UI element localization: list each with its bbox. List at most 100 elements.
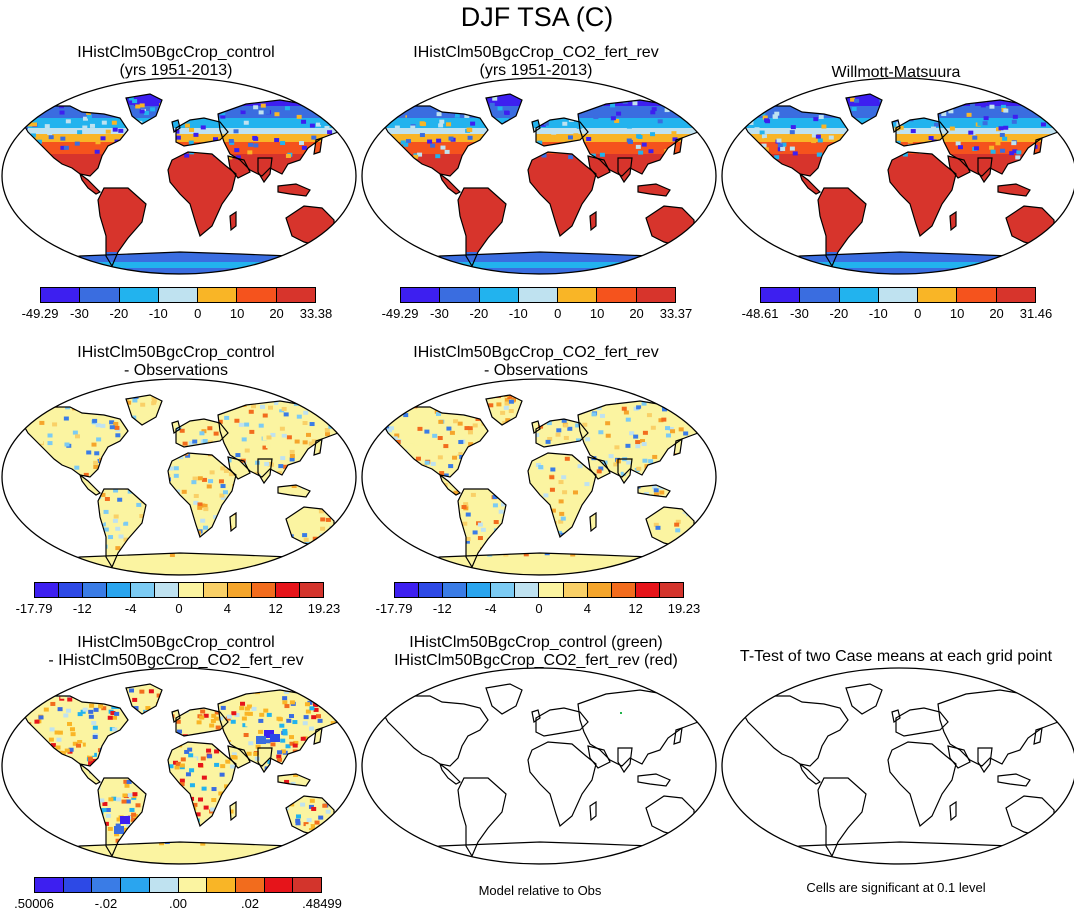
map-panel-5	[360, 377, 718, 577]
colorbar-tick-label: -48.61	[741, 306, 779, 321]
coastline-ca	[78, 172, 102, 195]
coastline-sa	[817, 187, 867, 268]
coastline-na	[19, 105, 129, 177]
coastline-nz	[695, 243, 705, 259]
colorbar-tick-label: 20	[989, 306, 1004, 321]
colorbar-tick-label: -10	[508, 306, 528, 321]
coastline-af	[167, 452, 237, 539]
coastline-ca	[438, 762, 462, 785]
colorbar-swatch	[957, 288, 997, 302]
coastline-in	[257, 747, 273, 774]
colorbar-swatch	[419, 583, 444, 597]
coastline-jp	[313, 137, 323, 155]
panel-3-title: Willmott-Matsuura	[831, 64, 961, 81]
colorbar-swatch	[443, 583, 468, 597]
coastline-ca	[798, 762, 822, 785]
colorbar-tick-label: 19.23	[667, 601, 701, 616]
coastline-id	[637, 484, 671, 498]
coastline-md	[949, 210, 957, 232]
coastline-gl	[845, 93, 883, 125]
map-border	[1, 667, 357, 865]
colorbar-swatch	[996, 288, 1035, 302]
colorbar-tick-label: 33.38	[299, 306, 333, 321]
coastline-nz	[695, 833, 705, 849]
coastline-sa	[817, 777, 867, 858]
coastline-uk	[531, 709, 541, 723]
colorbar-swatch	[207, 878, 236, 892]
colorbar-3	[760, 287, 1036, 303]
coastline-nz	[335, 243, 345, 259]
colorbar-tick-label: -20	[109, 306, 129, 321]
map-canvas	[1, 667, 357, 865]
colorbar-swatch	[63, 878, 93, 892]
coastline-af	[887, 151, 957, 238]
colorbar-tick-label: 10	[589, 306, 605, 321]
map-panel-2	[360, 76, 718, 276]
map-border	[1, 378, 357, 576]
colorbar-swatch	[178, 878, 208, 892]
colorbar-tick-label: -.02	[94, 896, 118, 911]
coastline-in	[617, 747, 633, 774]
map-canvas	[1, 378, 357, 576]
colorbar-swatch	[918, 288, 958, 302]
map-border	[361, 378, 717, 576]
colorbar-tick-label: 19.23	[307, 601, 341, 616]
coastline-jp	[673, 438, 683, 456]
colorbar-swatch	[479, 288, 519, 302]
coastline-ca	[438, 473, 462, 496]
colorbar-swatch	[401, 288, 441, 302]
colorbar-4	[34, 582, 324, 598]
colorbar-6	[34, 877, 322, 893]
map-border	[721, 77, 1074, 275]
coastline-uk	[531, 420, 541, 434]
panel-7-title: IHistClm50BgcCrop_control (green) IHistCl…	[394, 634, 678, 669]
colorbar-tick-label: 20	[629, 306, 644, 321]
colorbar-swatch	[800, 288, 840, 302]
coastline-gl	[125, 683, 163, 715]
map-panel-4	[0, 377, 358, 577]
colorbar-tick-label: -49.29	[381, 306, 419, 321]
panel-4-title: IHistClm50BgcCrop_control - Observations	[77, 344, 275, 379]
colorbar-5	[394, 582, 684, 598]
coastline-md	[229, 800, 237, 822]
coastline-md	[589, 511, 597, 533]
colorbar-swatch	[611, 583, 636, 597]
coastline-nz	[335, 544, 345, 560]
colorbar-tick-label: 4	[223, 601, 231, 616]
colorbar-tick-label: -10	[868, 306, 888, 321]
colorbar-swatch	[636, 288, 675, 302]
coastline-as	[937, 689, 1059, 767]
coastline-eu	[895, 707, 949, 737]
colorbar-tick-label: -12	[72, 601, 92, 616]
coastline-sa	[97, 187, 147, 268]
coastline-jp	[1033, 727, 1043, 745]
colorbar-swatch	[539, 583, 564, 597]
coastline-gl	[485, 394, 523, 426]
colorbar-swatch	[264, 878, 294, 892]
colorbar-swatch	[179, 583, 204, 597]
coastline-ar	[587, 155, 611, 179]
coastline-na	[19, 406, 129, 478]
colorbar-swatch	[299, 583, 323, 597]
colorbar-swatch	[635, 583, 660, 597]
colorbar-2	[400, 287, 676, 303]
coastline-na	[379, 406, 489, 478]
colorbar-tick-label: 0	[914, 306, 922, 321]
coastline-na	[379, 695, 489, 767]
panel-1-title: IHistClm50BgcCrop_control (yrs 1951-2013)	[77, 44, 275, 79]
map-canvas	[1, 77, 357, 275]
coastline-id	[997, 773, 1031, 787]
coastline-id	[277, 183, 311, 197]
colorbar-swatch	[515, 583, 540, 597]
colorbar-tick-label: 12	[268, 601, 283, 616]
colorbar-swatch	[35, 878, 64, 892]
coastline-ar	[587, 456, 611, 480]
coastline-nz	[695, 544, 705, 560]
map-panel-1	[0, 76, 358, 276]
coastline-af	[167, 151, 237, 238]
coastline-jp	[673, 137, 683, 155]
coastline-sa	[457, 187, 507, 268]
colorbar-swatch	[83, 583, 108, 597]
coastline-af	[167, 741, 237, 828]
coastline-uk	[171, 420, 181, 434]
